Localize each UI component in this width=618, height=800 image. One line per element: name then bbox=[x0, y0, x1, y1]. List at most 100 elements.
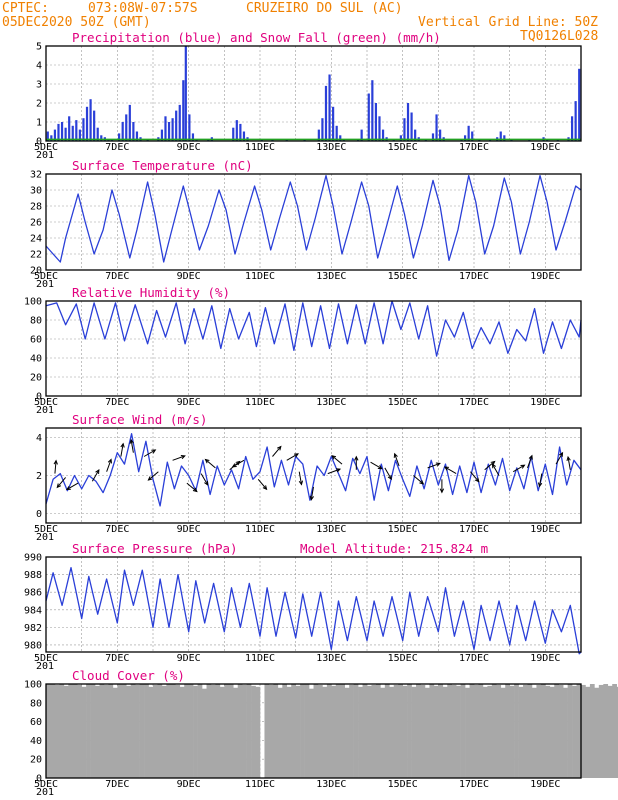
cloud-bar bbox=[371, 684, 377, 778]
y-tick-label: 4 bbox=[36, 61, 42, 72]
panel-4: 0 2 4 5DEC 7DEC 9DEC 11DEC 13DEC 15DEC 17DEC 19DEC… bbox=[34, 412, 582, 543]
wind-vector bbox=[200, 473, 209, 486]
wind-vector-shaft bbox=[539, 473, 543, 487]
wind-vector-head bbox=[262, 485, 268, 491]
cloud-bar bbox=[482, 686, 488, 778]
wind-vector-head bbox=[180, 454, 186, 460]
y-tick-label: 0 bbox=[36, 137, 42, 148]
panel-title: Surface Wind (m/s) bbox=[72, 412, 207, 427]
wind-vector bbox=[298, 471, 304, 486]
y-tick-label: 40 bbox=[30, 354, 42, 365]
cloud-bar bbox=[188, 684, 194, 778]
cloud-bar bbox=[77, 684, 82, 778]
precip-bar bbox=[60, 122, 64, 141]
cloud-bar bbox=[344, 687, 350, 778]
wind-vector-shaft bbox=[527, 455, 533, 469]
panel-2: 20 22 24 26 28 30 32 5DEC 7DEC 9DEC 11DEC 13DEC 15DE… bbox=[30, 158, 582, 290]
x-tick-label: 7DEC bbox=[105, 653, 129, 664]
plot-frame bbox=[45, 45, 582, 142]
cloud-bar bbox=[72, 684, 78, 778]
precip-bar bbox=[75, 120, 78, 141]
y-tick-label: 40 bbox=[30, 736, 42, 747]
cloud-bar bbox=[514, 684, 519, 778]
wind-vector-head bbox=[65, 486, 71, 491]
x-tick-label: 5DEC bbox=[34, 653, 58, 664]
cloud-bar bbox=[268, 684, 274, 778]
wind-vector bbox=[272, 445, 282, 457]
wind-vector-head bbox=[566, 455, 571, 461]
wind-vector-shaft bbox=[444, 466, 457, 475]
cloud-bar bbox=[469, 684, 475, 778]
wind-vector-head bbox=[293, 453, 300, 458]
wind-vector bbox=[384, 467, 392, 481]
wind-vector bbox=[331, 455, 343, 465]
cloud-bar bbox=[210, 684, 216, 778]
cloud-bar bbox=[50, 684, 56, 778]
precip-bar bbox=[367, 93, 370, 141]
x-tick-label: 11DEC bbox=[245, 779, 275, 790]
x-tick-label: 17DEC bbox=[459, 524, 489, 535]
x-tick-label: 15DEC bbox=[388, 779, 418, 790]
cloud-bar bbox=[335, 684, 341, 778]
wind-vector-head bbox=[335, 468, 342, 473]
header-grid-note: Vertical Grid Line: 50Z bbox=[418, 15, 598, 30]
cloud-bar bbox=[277, 687, 283, 778]
wind-vector bbox=[512, 464, 526, 473]
x-tick-label: 13DEC bbox=[316, 779, 346, 790]
series-line bbox=[45, 566, 582, 655]
panel-title: Cloud Cover (%) bbox=[72, 668, 185, 683]
wind-vector bbox=[370, 461, 383, 470]
precip-bar bbox=[132, 122, 135, 141]
wind-vector-shaft bbox=[394, 453, 400, 467]
wind-vector-shaft bbox=[286, 453, 299, 461]
cloud-bar bbox=[63, 685, 69, 778]
wind-vector-shaft bbox=[66, 482, 79, 491]
panel-title: Surface Temperature (nC) bbox=[72, 158, 253, 173]
cloud-bar bbox=[416, 684, 421, 778]
wind-vector bbox=[120, 442, 125, 457]
cloud-bar bbox=[224, 684, 230, 778]
wind-vector bbox=[172, 454, 186, 461]
wind-vector-shaft bbox=[130, 439, 134, 453]
x-tick-label: 11DEC bbox=[245, 524, 275, 535]
x-tick-label: 19DEC bbox=[530, 653, 560, 664]
cloud-bar bbox=[612, 684, 617, 778]
cloud-bar bbox=[465, 687, 470, 778]
cloud-bar bbox=[304, 684, 310, 778]
wind-vector-head bbox=[107, 458, 112, 464]
cloud-bar bbox=[509, 685, 515, 778]
wind-vector-shaft bbox=[298, 471, 302, 485]
wind-vector-head bbox=[147, 476, 153, 481]
x-tick-label: 15DEC bbox=[388, 653, 418, 664]
wind-vector bbox=[566, 455, 571, 470]
cloud-bar bbox=[246, 684, 252, 778]
cloud-bar bbox=[206, 684, 212, 778]
wind-vector-head bbox=[491, 463, 497, 469]
x-tick-label: 5DEC bbox=[34, 142, 58, 153]
y-tick-label: 30 bbox=[30, 186, 42, 197]
precip-bar bbox=[435, 114, 438, 141]
wind-vector bbox=[147, 471, 159, 481]
cloud-bar bbox=[317, 684, 323, 778]
cloud-bar bbox=[576, 684, 582, 778]
wind-vector-head bbox=[309, 495, 314, 501]
precip-bar bbox=[53, 129, 57, 141]
wind-vector-shaft bbox=[56, 477, 66, 488]
wind-vector-shaft bbox=[310, 486, 314, 500]
cloud-bar bbox=[603, 684, 609, 778]
cloud-bar bbox=[313, 684, 319, 778]
panel-3: 0 20 40 60 80 100 5DEC 7DEC 9DEC 11DEC 13DEC 15DEC 1… bbox=[24, 285, 582, 416]
wind-vector bbox=[470, 471, 480, 483]
precip-bar bbox=[328, 74, 331, 141]
wind-vector-head bbox=[474, 477, 480, 483]
series-line bbox=[45, 174, 582, 263]
cloud-bar bbox=[95, 685, 100, 778]
cloud-bar bbox=[340, 684, 346, 778]
cloud-bar bbox=[219, 686, 225, 778]
cloud-bar bbox=[197, 684, 203, 778]
cloud-bar bbox=[545, 685, 551, 778]
chart-panels: 0 1 2 3 4 5 5DEC 7DEC 9DEC 11DEC 13DEC 15DEC 17DEC 19… bbox=[24, 30, 618, 798]
wind-vector-shaft bbox=[555, 452, 563, 465]
wind-vector bbox=[439, 479, 445, 494]
series-line bbox=[45, 433, 582, 507]
